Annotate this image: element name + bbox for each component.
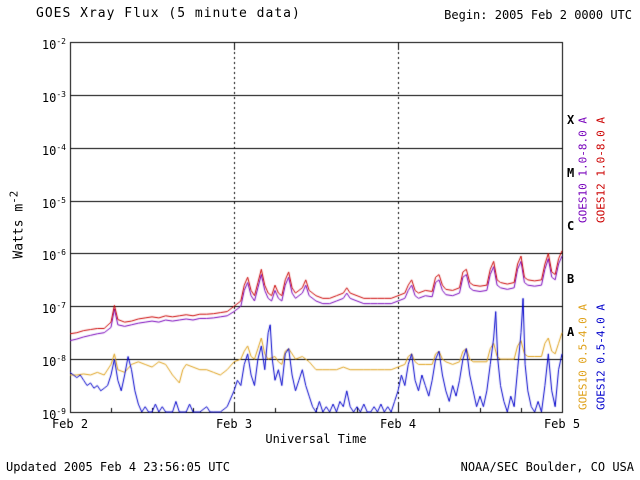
x-tick-label: Feb 2 <box>51 417 89 431</box>
x-tick-label: Feb 5 <box>543 417 581 431</box>
x-axis-label: Universal Time <box>265 432 367 446</box>
y-tick-label: 10-9 <box>41 407 66 422</box>
y-tick-label: 10-4 <box>41 142 66 158</box>
page-title: GOES Xray Flux (5 minute data) <box>36 6 301 21</box>
legend-goes12-0-5-4-0-a: GOES12 0.5-4.0 A <box>594 304 608 410</box>
flare-class-label-x: X <box>567 113 575 128</box>
flare-class-label-a: A <box>567 324 575 339</box>
flare-class-label-b: B <box>567 271 575 286</box>
flare-class-label-m: M <box>567 166 575 181</box>
x-tick-label: Feb 3 <box>215 417 253 431</box>
y-tick-label: 10-2 <box>41 37 66 52</box>
y-tick-label: 10-7 <box>41 301 66 317</box>
begin-label: Begin: 2005 Feb 2 0000 UTC <box>444 8 632 22</box>
x-tick-label: Feb 4 <box>379 417 417 431</box>
y-tick-label: 10-6 <box>41 248 66 264</box>
y-tick-label: 10-5 <box>41 195 66 211</box>
y-axis-label: Watts m-2 <box>7 170 26 280</box>
y-tick-label: 10-8 <box>41 354 66 370</box>
updated-label: Updated 2005 Feb 4 23:56:05 UTC <box>6 460 230 474</box>
flare-class-label-c: C <box>567 219 575 233</box>
legend-goes10-0-5-4-0-a: GOES10 0.5-4.0 A <box>576 304 590 410</box>
y-tick-label: 10-3 <box>41 89 66 105</box>
legend-goes10-1-0-8-0-a: GOES10 1.0-8.0 A <box>576 117 590 223</box>
source-label: NOAA/SEC Boulder, CO USA <box>460 460 634 474</box>
legend-goes12-1-0-8-0-a: GOES12 1.0-8.0 A <box>594 117 608 223</box>
